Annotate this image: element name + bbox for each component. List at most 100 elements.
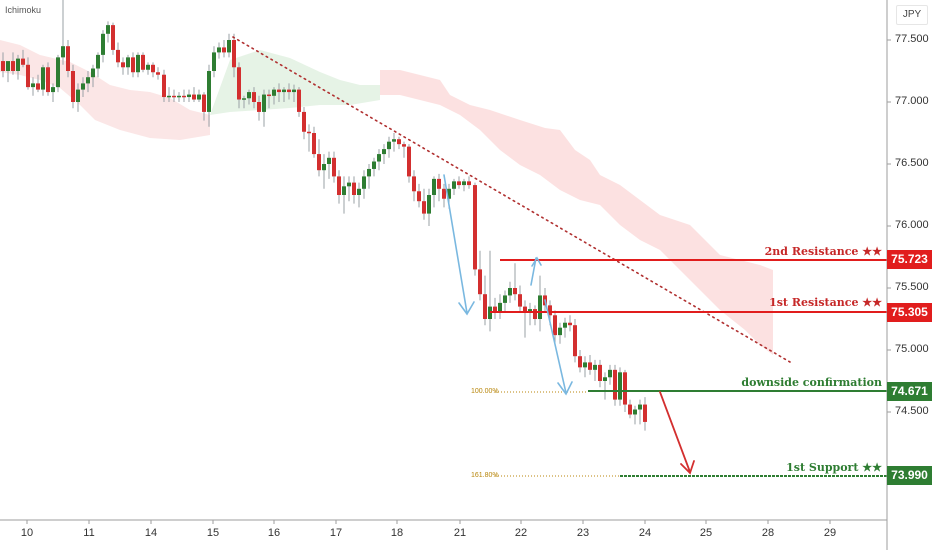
candle: [638, 399, 642, 425]
downside-confirmation-price-tag[interactable]: 74.671: [887, 382, 932, 401]
candle: [81, 77, 85, 98]
candle: [116, 42, 120, 68]
candle: [613, 364, 617, 406]
candle: [387, 136, 391, 158]
price-tick: 77.000: [895, 95, 929, 107]
candle: [257, 95, 261, 121]
candle: [432, 176, 436, 208]
candle: [146, 62, 150, 75]
candle: [126, 54, 130, 75]
indicator-legend[interactable]: Ichimoku: [5, 5, 42, 15]
candlestick-series: [1, 0, 647, 431]
candle: [528, 302, 532, 326]
candle: [91, 64, 95, 88]
candle: [538, 275, 542, 332]
date-tick: 14: [144, 527, 158, 539]
price-tick: 76.000: [895, 219, 929, 231]
red-projection-arrow: [659, 391, 695, 475]
candle: [558, 322, 562, 344]
second-resistance-price-tag[interactable]: 75.723: [887, 250, 932, 269]
candle: [141, 52, 145, 73]
candle: [473, 182, 477, 276]
candle: [292, 84, 296, 102]
candle: [156, 67, 160, 80]
date-tick: 10: [20, 527, 34, 539]
candle: [131, 52, 135, 78]
candle: [262, 89, 266, 127]
candle: [382, 144, 386, 164]
price-tick: 75.000: [895, 343, 929, 355]
candle: [71, 64, 75, 109]
candle: [6, 61, 10, 83]
candle: [402, 141, 406, 158]
candle: [31, 77, 35, 96]
price-tick: 75.500: [895, 281, 929, 293]
date-tick: 11: [83, 527, 95, 539]
candle: [182, 89, 186, 102]
blue-arrow-down-2: [544, 299, 573, 396]
candle: [151, 62, 155, 78]
candle: [212, 46, 216, 78]
date-tick: 29: [823, 527, 837, 539]
candle: [26, 57, 30, 90]
second-resistance-label: 2nd Resistance ★★: [764, 245, 882, 258]
date-tick: 16: [267, 527, 281, 539]
candle: [247, 89, 251, 105]
candle: [422, 188, 426, 220]
candle: [362, 170, 366, 199]
candle: [56, 54, 60, 93]
downside-confirmation-label: downside confirmation: [741, 376, 882, 389]
candle: [392, 133, 396, 152]
first-support-label: 1st Support ★★: [786, 461, 882, 474]
candle: [427, 188, 431, 226]
candle: [608, 364, 612, 385]
candle: [197, 89, 201, 102]
candle: [417, 183, 421, 208]
candle: [553, 310, 557, 344]
candle: [61, 0, 65, 65]
candle: [523, 300, 527, 338]
candle: [342, 176, 346, 214]
candle: [643, 397, 647, 431]
price-tick: 74.500: [895, 405, 929, 417]
candle: [217, 42, 221, 59]
first-support-price-tag[interactable]: 73.990: [887, 466, 932, 485]
candle: [568, 315, 572, 332]
currency-badge[interactable]: JPY: [896, 5, 928, 25]
candle: [312, 126, 316, 158]
candle: [397, 136, 401, 150]
candle: [478, 250, 482, 301]
candle: [337, 170, 341, 204]
date-tick: 15: [206, 527, 220, 539]
candle: [307, 124, 311, 152]
descending-trendline[interactable]: [232, 36, 791, 363]
first-resistance-price-tag[interactable]: 75.305: [887, 303, 932, 322]
candle: [1, 52, 5, 78]
candle: [412, 170, 416, 202]
candle: [86, 71, 90, 93]
candle: [573, 319, 577, 363]
candle: [252, 87, 256, 109]
candle: [111, 22, 115, 55]
candle: [11, 52, 15, 75]
candle: [583, 356, 587, 378]
candle: [297, 87, 301, 117]
candle: [457, 176, 461, 189]
candle: [51, 83, 55, 102]
price-axis-ticks: [887, 39, 891, 413]
candle: [187, 89, 191, 102]
candle: [287, 83, 291, 100]
candle: [76, 83, 80, 112]
candle: [533, 305, 537, 326]
date-tick: 22: [514, 527, 528, 539]
candle: [227, 33, 231, 58]
candle: [322, 154, 326, 189]
candle: [192, 87, 196, 102]
candle: [407, 144, 411, 183]
candle: [488, 250, 492, 332]
date-tick: 24: [638, 527, 652, 539]
fib-161-label: 161.80%: [471, 472, 499, 479]
fib-100-label: 100.00%: [471, 388, 499, 395]
candle: [483, 275, 487, 326]
